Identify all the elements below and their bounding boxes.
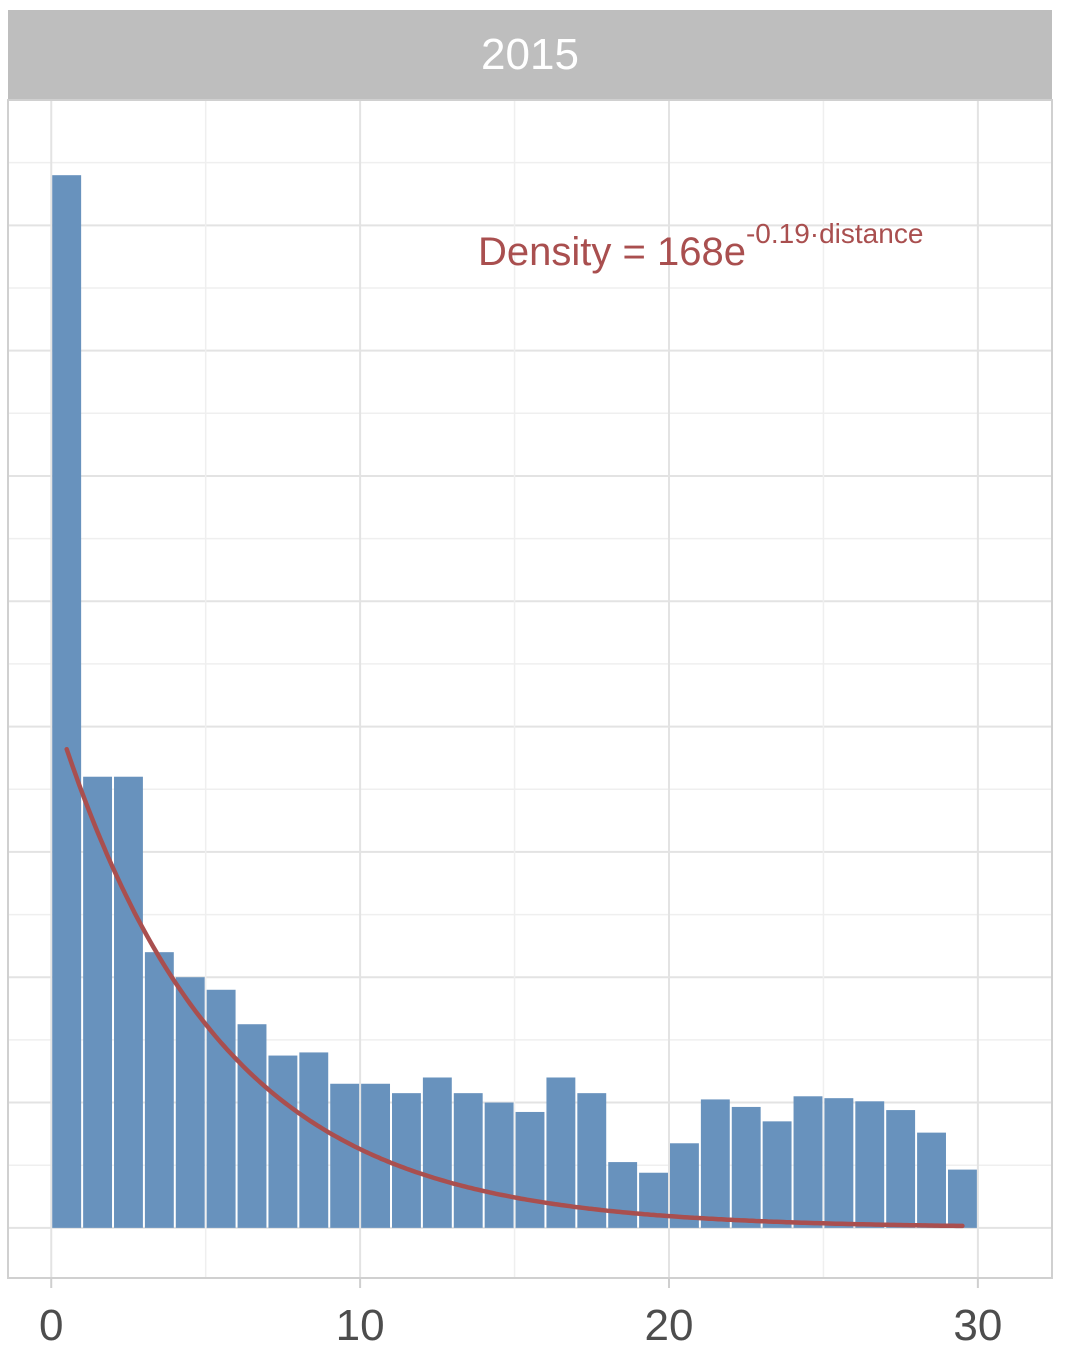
histogram-bars (52, 175, 977, 1228)
histogram-bar (453, 1093, 483, 1228)
histogram-bar (206, 989, 236, 1228)
histogram-bar (330, 1083, 360, 1228)
density-equation: Density = 168e-0.19·distance (478, 220, 923, 274)
histogram-bar (114, 776, 143, 1228)
histogram-bar (824, 1098, 854, 1228)
histogram-bar (144, 952, 174, 1228)
histogram-bar (886, 1110, 916, 1228)
histogram-bar (392, 1093, 421, 1228)
facet-strip-label: 2015 (481, 30, 579, 79)
histogram-bar (577, 1093, 607, 1228)
facet-strip: 2015 (8, 10, 1052, 100)
x-tick-label: 0 (39, 1301, 63, 1350)
x-axis: 0 10 20 30 (39, 1278, 1002, 1350)
grid-lines (8, 100, 1052, 1278)
histogram-bar (422, 1077, 452, 1228)
histogram-bar (299, 1052, 329, 1228)
histogram-bar (608, 1162, 638, 1228)
histogram-bar (515, 1111, 545, 1228)
equation-exponent: -0.19·distance (745, 218, 924, 249)
histogram-bar (762, 1121, 792, 1228)
histogram-bar (268, 1055, 298, 1228)
histogram-bar (855, 1101, 885, 1228)
fit-curve-group (64, 746, 965, 1229)
histogram-bar (639, 1172, 668, 1228)
histogram-bar (52, 175, 82, 1228)
histogram-bar (237, 1024, 267, 1228)
histogram-bar (917, 1132, 946, 1228)
histogram-bar (83, 776, 113, 1228)
histogram-bar (700, 1099, 730, 1228)
fit-curve (64, 746, 965, 1229)
equation-prefix: Density = 168e (478, 230, 746, 274)
histogram-bar (669, 1143, 699, 1228)
x-tick-label: 30 (953, 1301, 1002, 1350)
histogram-bar (731, 1106, 761, 1228)
x-tick-label: 10 (336, 1301, 385, 1350)
panel-border (7, 99, 1053, 1279)
x-tick-label: 20 (645, 1301, 694, 1350)
histogram-bar (947, 1169, 977, 1228)
histogram-bar (793, 1096, 823, 1228)
histogram-bar (484, 1102, 514, 1228)
